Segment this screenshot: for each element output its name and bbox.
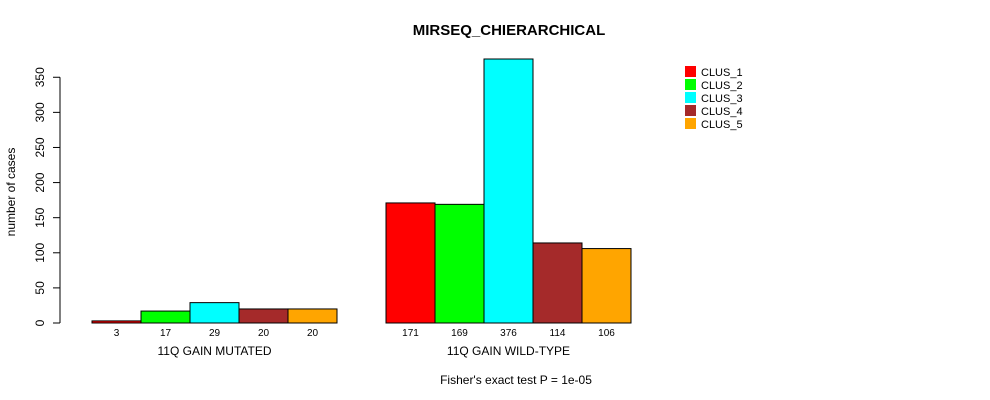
legend-swatch [685, 66, 696, 77]
bar-clus-3-group-2 [483, 58, 534, 324]
legend-label: CLUS_4 [701, 106, 743, 118]
bar-clus-3-group-1 [189, 302, 240, 324]
legend-swatch [685, 118, 696, 129]
y-tick-label: 250 [33, 137, 47, 157]
bar-clus-5-group-2 [581, 248, 632, 324]
value-labels: 3 17 29 20 20 171 169 376 114 106 [114, 328, 616, 339]
bar-value-label: 106 [598, 328, 615, 339]
fisher-test-note: Fisher's exact test P = 1e-05 [440, 373, 592, 387]
y-tick-label: 200 [33, 172, 47, 192]
y-tick-label: 100 [33, 242, 47, 262]
bar-clus-1-group-1 [91, 320, 142, 324]
legend-swatch [685, 79, 696, 90]
y-tick-label: 350 [33, 67, 47, 87]
bar-clus-1-group-2 [385, 202, 436, 324]
group-labels: 11Q GAIN MUTATED 11Q GAIN WILD-TYPE [157, 344, 570, 358]
legend-label: CLUS_2 [701, 80, 743, 92]
y-tick-label: 0 [33, 319, 47, 326]
bar-value-label: 20 [258, 328, 270, 339]
bar-value-label: 3 [114, 328, 120, 339]
y-axis: 0 50 100 150 200 250 300 350 [33, 67, 61, 326]
bars [91, 58, 632, 324]
bar-value-label: 17 [160, 328, 172, 339]
bar-value-label: 29 [209, 328, 221, 339]
y-tick-label: 300 [33, 102, 47, 122]
bar-value-label: 20 [307, 328, 319, 339]
legend-label: CLUS_1 [701, 67, 743, 79]
legend-label: CLUS_3 [701, 93, 743, 105]
y-tick-label: 150 [33, 207, 47, 227]
x-group-label: 11Q GAIN WILD-TYPE [447, 344, 570, 358]
y-axis-label: number of cases [4, 148, 18, 237]
legend-swatch [685, 92, 696, 103]
legend-label: CLUS_5 [701, 119, 743, 131]
x-group-label: 11Q GAIN MUTATED [157, 344, 271, 358]
legend-swatch [685, 105, 696, 116]
bar-value-label: 169 [451, 328, 468, 339]
bar-clus-4-group-2 [532, 242, 583, 324]
bar-clus-2-group-1 [140, 310, 191, 324]
bar-value-label: 171 [402, 328, 419, 339]
bar-value-label: 376 [500, 328, 517, 339]
bar-clus-2-group-2 [434, 203, 485, 324]
bar-value-label: 114 [550, 328, 566, 339]
chart-title: MIRSEQ_CHIERARCHICAL [413, 22, 606, 39]
bar-clus-4-group-1 [238, 308, 289, 324]
y-tick-label: 50 [33, 281, 47, 295]
bar-clus-5-group-1 [287, 308, 338, 324]
